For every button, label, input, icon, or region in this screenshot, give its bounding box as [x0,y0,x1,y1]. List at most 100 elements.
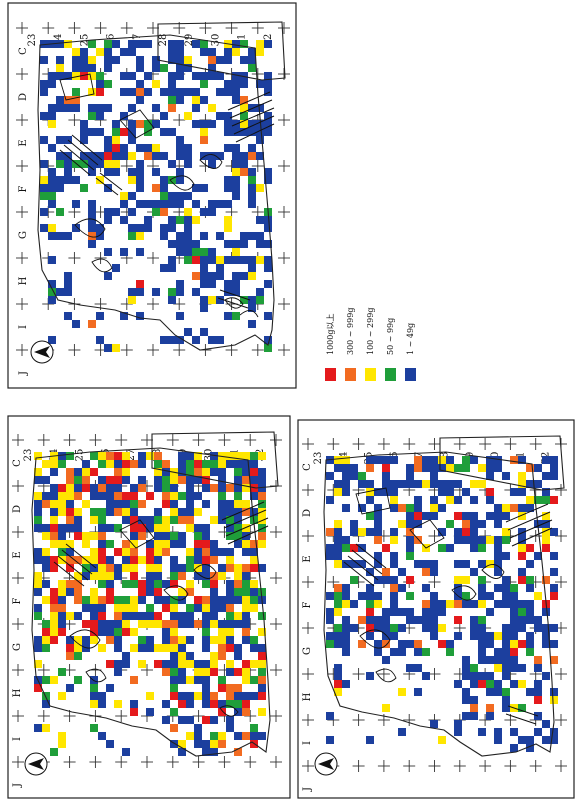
distribution-cell [122,748,130,756]
distribution-cell [550,584,558,592]
distribution-cell [216,272,224,280]
row-label: E [302,555,313,562]
distribution-cell [470,528,478,536]
distribution-cell [162,468,170,476]
distribution-cell [48,120,56,128]
distribution-cell [366,616,374,624]
distribution-cell [240,160,248,168]
distribution-cell [170,540,178,548]
top-map-panel: 23242526272829303132CDEFGHIJ [7,2,297,389]
distribution-cell [56,72,64,80]
distribution-cell [154,476,162,484]
row-label: I [18,325,29,329]
distribution-cell [326,608,334,616]
distribution-cell [168,256,176,264]
distribution-cell [478,624,486,632]
distribution-cell [74,636,82,644]
distribution-cell [502,552,510,560]
distribution-cell [342,592,350,600]
distribution-cell [454,680,462,688]
distribution-cell [518,616,526,624]
distribution-cell [422,648,430,656]
distribution-cell [210,540,218,548]
distribution-cell [88,240,96,248]
distribution-cell [240,80,248,88]
distribution-cell [58,692,66,700]
distribution-cell [202,644,210,652]
distribution-cell [502,584,510,592]
distribution-cell [234,732,242,740]
distribution-cell [48,336,56,344]
distribution-cell [128,232,136,240]
bottom-left-site-outline [31,447,271,757]
distribution-cell [168,336,176,344]
distribution-cell [186,524,194,532]
distribution-cell [382,544,390,552]
distribution-cell [326,592,334,600]
distribution-cell [218,460,226,468]
row-label: I [12,737,23,741]
distribution-cell [202,596,210,604]
distribution-cell [446,520,454,528]
distribution-cell [152,208,160,216]
distribution-cell [470,616,478,624]
distribution-cell [242,460,250,468]
bottom-left-hatch-areas [53,501,269,587]
distribution-cell [430,504,438,512]
distribution-cell [200,152,208,160]
distribution-cell [232,96,240,104]
distribution-cell [194,540,202,548]
distribution-cell [446,648,454,656]
distribution-cell [218,508,226,516]
distribution-cell [130,708,138,716]
distribution-cell [74,484,82,492]
distribution-cell [518,512,526,520]
distribution-cell [82,484,90,492]
distribution-cell [114,668,122,676]
distribution-cell [486,512,494,520]
distribution-cell [58,460,66,468]
distribution-cell [518,640,526,648]
distribution-cell [382,568,390,576]
distribution-cell [210,692,218,700]
distribution-cell [64,104,72,112]
distribution-cell [106,460,114,468]
distribution-cell [502,504,510,512]
distribution-cell [72,72,80,80]
distribution-cell [168,88,176,96]
distribution-cell [510,680,518,688]
distribution-cell [414,688,422,696]
distribution-cell [114,460,122,468]
distribution-cell [202,524,210,532]
distribution-cell [42,548,50,556]
distribution-cell [334,528,342,536]
distribution-cell [234,492,242,500]
distribution-cell [144,200,152,208]
distribution-cell [122,540,130,548]
distribution-cell [256,136,264,144]
distribution-cell [494,536,502,544]
distribution-cell [256,288,264,296]
distribution-cell [200,328,208,336]
distribution-cell [50,556,58,564]
distribution-cell [550,528,558,536]
distribution-cell [398,568,406,576]
distribution-cell [50,492,58,500]
distribution-cell [160,64,168,72]
distribution-cell [186,700,194,708]
distribution-cell [66,580,74,588]
distribution-cell [106,572,114,580]
distribution-cell [334,632,342,640]
distribution-cell [390,632,398,640]
distribution-cell [494,632,502,640]
distribution-cell [138,460,146,468]
distribution-cell [168,160,176,168]
distribution-cell [128,288,136,296]
distribution-cell [66,476,74,484]
distribution-cell [130,676,138,684]
distribution-cell [114,500,122,508]
distribution-cell [122,460,130,468]
distribution-cell [168,176,176,184]
distribution-cell [454,464,462,472]
distribution-cell [138,500,146,508]
